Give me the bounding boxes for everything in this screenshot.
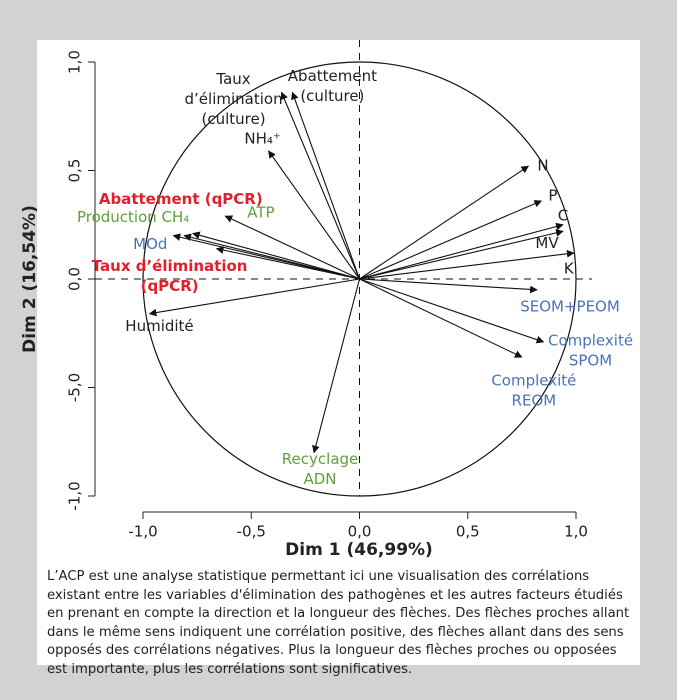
- caption: L’ACP est une analyse statistique permet…: [47, 569, 630, 677]
- variable-label: Taux d’élimination: [92, 257, 248, 275]
- variable-label: C: [558, 206, 568, 224]
- arrow: [359, 249, 575, 280]
- variable-label: P: [548, 186, 557, 204]
- chart: Dim 1 (46,99%) Dim 2 (16,54%) -1,0 -0,5 0,…: [20, 40, 633, 560]
- y-axis-title: Dim 2 (16,54%): [20, 205, 40, 353]
- variable-label: REOM: [512, 392, 557, 410]
- variable-label: Recyclage: [282, 450, 358, 468]
- y-tick-label: 0,5: [66, 159, 84, 183]
- variable-label: N: [537, 157, 548, 175]
- arrow: [359, 200, 543, 280]
- arrow: [359, 229, 564, 280]
- variable-label: Production CH₄: [77, 208, 189, 226]
- variable-label: Complexité: [491, 372, 576, 390]
- x-tick-label: 0,5: [456, 523, 480, 541]
- y-tick-label: -5,0: [66, 373, 84, 402]
- variable-label: (culture): [202, 110, 266, 128]
- x-tick-label: -0,5: [237, 523, 266, 541]
- arrow: [359, 278, 545, 344]
- x-tick-label: 1,0: [564, 523, 588, 541]
- arrow: [148, 278, 360, 317]
- arrow: [268, 150, 360, 280]
- x-tick-label: 0,0: [348, 523, 372, 541]
- variable-label: ADN: [304, 470, 337, 488]
- arrow: [192, 231, 360, 280]
- variable-label: Complexité: [548, 331, 633, 349]
- arrow: [359, 165, 530, 280]
- x-axis-title: Dim 1 (46,99%): [285, 540, 433, 560]
- arrow: [172, 233, 360, 280]
- variable-label: MV: [535, 234, 559, 252]
- variable-label: NH₄⁺: [244, 129, 280, 147]
- variable-label: d’élimination: [185, 90, 283, 108]
- arrow: [359, 222, 564, 280]
- variable-label: Abattement (qPCR): [99, 190, 263, 208]
- variable-label: ATP: [247, 204, 274, 222]
- variable-label: Abattement: [288, 67, 377, 85]
- x-tick-label: -1,0: [128, 523, 157, 541]
- arrow: [291, 91, 361, 280]
- arrow: [359, 278, 523, 358]
- variable-label: Taux: [215, 70, 250, 88]
- variable-label: MOd: [133, 235, 167, 253]
- variable-label: (qPCR): [141, 277, 199, 295]
- arrow: [312, 278, 361, 454]
- y-tick-label: 0,0: [66, 267, 84, 291]
- y-tick-label: -1,0: [66, 481, 84, 510]
- arrow: [280, 91, 361, 280]
- variable-label: SPOM: [569, 351, 612, 369]
- y-tick-label: 1,0: [66, 50, 84, 74]
- variable-label: (culture): [300, 87, 364, 105]
- variable-label: K: [564, 259, 575, 277]
- arrow: [215, 246, 360, 280]
- arrow: [224, 215, 360, 280]
- arrow: [359, 278, 538, 294]
- panel: [37, 40, 640, 665]
- variable-label: SEOM+PEOM: [520, 297, 620, 315]
- variable-label: Humidité: [125, 317, 193, 335]
